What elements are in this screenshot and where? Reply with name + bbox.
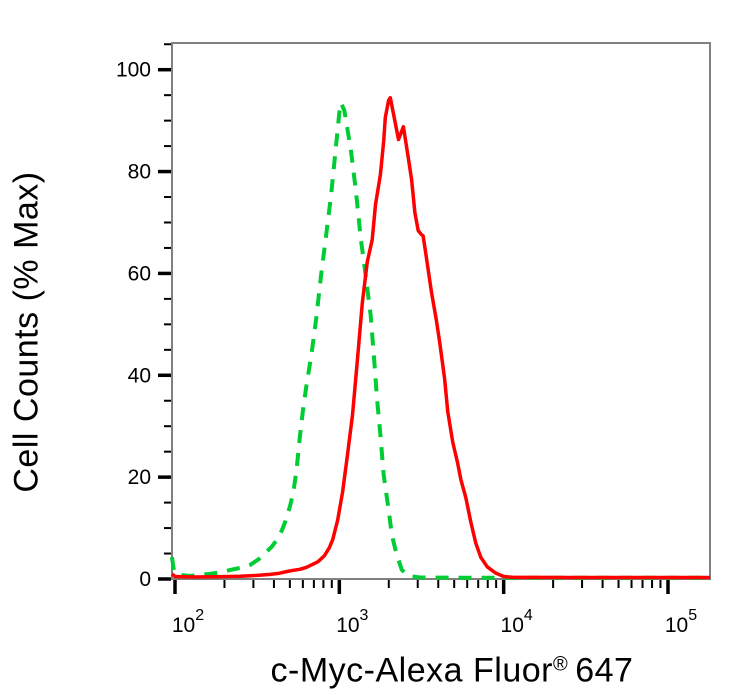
series-green-dashed xyxy=(170,100,711,580)
x-tick-label: 103 xyxy=(336,607,368,637)
plot-frame xyxy=(171,42,711,580)
x-tick-label: 104 xyxy=(501,607,533,637)
y-tick-label: 80 xyxy=(128,161,151,184)
x-axis-title: c-Myc-Alexa Fluor® 647 xyxy=(271,652,634,691)
y-tick-label: 20 xyxy=(128,466,151,489)
x-axis-title-base: c-Myc-Alexa Fluor xyxy=(270,651,553,690)
y-tick-label: 100 xyxy=(116,59,151,82)
y-tick-label: 40 xyxy=(128,364,151,387)
x-axis-title-suffix: 647 xyxy=(575,651,634,690)
x-tick-label: 102 xyxy=(172,607,204,637)
y-axis-title: Cell Counts (% Max) xyxy=(7,171,46,493)
series-red-solid xyxy=(170,95,711,580)
y-tick-label: 60 xyxy=(128,262,151,285)
x-tick-label: 105 xyxy=(665,607,697,637)
registered-trademark-icon: ® xyxy=(552,653,569,676)
y-tick-label: 0 xyxy=(139,568,151,591)
